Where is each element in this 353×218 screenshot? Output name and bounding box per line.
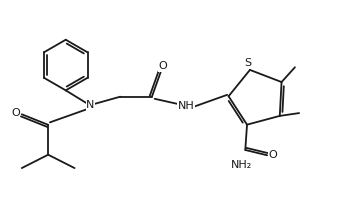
Text: NH: NH: [178, 101, 195, 111]
Text: NH₂: NH₂: [231, 160, 252, 170]
Text: N: N: [86, 100, 95, 111]
Text: O: O: [269, 150, 277, 160]
Text: S: S: [245, 58, 252, 68]
Text: O: O: [158, 61, 167, 72]
Text: O: O: [11, 108, 20, 118]
